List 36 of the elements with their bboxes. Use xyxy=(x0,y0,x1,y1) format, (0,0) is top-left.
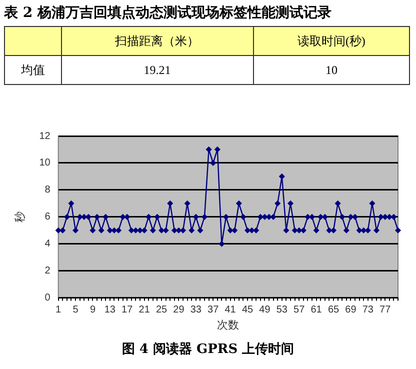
x-tick-label: 57 xyxy=(294,304,306,316)
text: 图 4 阅读器 GPRS 上传时间 xyxy=(120,341,296,358)
x-tick-label: 45 xyxy=(242,304,254,316)
x-tick-label: 5 xyxy=(72,304,79,316)
x-tick-label: 53 xyxy=(276,304,288,316)
y-tick-label: 0 xyxy=(44,292,51,304)
category-label: 读取时间(秒) xyxy=(253,26,410,56)
data-label: 19.21 xyxy=(61,56,254,84)
y-tick-label: 4 xyxy=(44,238,51,250)
x-tick-label: 61 xyxy=(310,304,322,316)
x-tick-label: 65 xyxy=(328,304,340,316)
y-tick-label: 8 xyxy=(44,184,51,196)
x-tick-label: 9 xyxy=(90,304,96,316)
category-label: 均值 xyxy=(20,62,45,76)
y-tick-label: 6 xyxy=(44,212,51,223)
y-tick-label: 2 xyxy=(44,266,51,277)
x-tick-label: 41 xyxy=(224,304,236,316)
y-tick-label: 12 xyxy=(39,130,51,142)
text: 表 2 杨浦万吉回填点动态测试现场标签性能测试记录 xyxy=(4,4,332,22)
x-tick-label: 73 xyxy=(362,304,374,316)
y-tick-label: 10 xyxy=(39,158,51,169)
x-tick-label: 33 xyxy=(190,304,202,316)
x-tick-label: 37 xyxy=(208,304,220,316)
data-label: 10 xyxy=(253,56,410,84)
x-tick-label: 1 xyxy=(56,304,62,316)
x-tick-label: 49 xyxy=(259,304,271,316)
x-tick-label: 29 xyxy=(173,304,185,316)
x-tick-label: 13 xyxy=(104,304,116,316)
x-tick-label: 21 xyxy=(138,304,150,316)
y-axis-title: 秒 xyxy=(14,211,27,222)
x-axis-title: 次数 xyxy=(217,319,240,332)
x-tick-label: 69 xyxy=(345,304,357,316)
x-tick-label: 77 xyxy=(380,304,392,316)
x-tick-label: 25 xyxy=(156,304,168,316)
category-label: 扫描距离（米） xyxy=(61,26,254,56)
x-tick-label: 17 xyxy=(122,304,134,316)
